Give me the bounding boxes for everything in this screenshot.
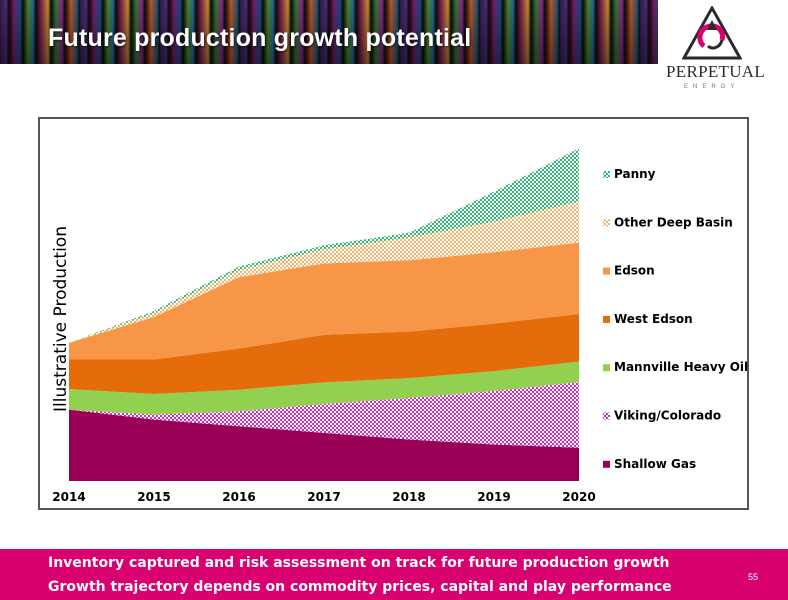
- legend-item-west-edson: West Edson: [603, 312, 693, 326]
- legend-label: Viking/Colorado: [614, 409, 721, 423]
- legend-label: Mannville Heavy Oil: [614, 360, 747, 374]
- legend-label: Shallow Gas: [614, 457, 696, 471]
- footer-line-1: Inventory captured and risk assessment o…: [48, 555, 670, 571]
- legend-item-other-deep-basin: Other Deep Basin: [603, 215, 733, 229]
- area-series-edson: [69, 242, 579, 360]
- x-tick-label: 2019: [477, 490, 510, 504]
- legend-swatch: [603, 364, 610, 372]
- x-tick-label: 2016: [222, 490, 255, 504]
- legend-label: Panny: [614, 167, 656, 181]
- header-stripes-decoration: [0, 0, 788, 64]
- legend-swatch: [603, 267, 610, 275]
- legend-label: Edson: [614, 264, 655, 278]
- perpetual-logo-icon: [682, 6, 742, 60]
- area-series-viking-colorado: [69, 382, 579, 448]
- logo-name: PERPETUAL: [666, 62, 766, 81]
- legend-swatch: [603, 412, 610, 420]
- x-tick-label: 2017: [307, 490, 340, 504]
- x-tick-label: 2014: [52, 490, 85, 504]
- legend-swatch: [603, 171, 610, 178]
- x-tick-label: 2018: [392, 490, 425, 504]
- header-banner: Future production growth potential: [0, 0, 788, 64]
- legend-swatch: [603, 219, 610, 227]
- area-series-mannville-heavy-oil: [69, 361, 579, 415]
- legend-label: West Edson: [614, 312, 693, 326]
- x-tick-label: 2020: [562, 490, 595, 504]
- logo-subtitle: ENERGY: [684, 84, 740, 90]
- area-series-panny: [69, 148, 579, 343]
- legend-item-edson: Edson: [603, 264, 655, 278]
- chart-frame: 2014 2015 2016 2017 2018 2019 2020 Panny Other …: [38, 117, 749, 510]
- legend-swatch: [603, 460, 610, 468]
- header-shade: [0, 0, 788, 64]
- footer-line-2: Growth trajectory depends on commodity p…: [48, 579, 672, 595]
- area-series-west-edson: [69, 314, 579, 394]
- legend-label: Other Deep Basin: [614, 215, 733, 229]
- legend-item-panny: Panny: [603, 167, 656, 181]
- company-logo: PERPETUAL ENERGY: [658, 0, 788, 98]
- legend-item-shallow-gas: Shallow Gas: [603, 457, 696, 471]
- footer-bar: Inventory captured and risk assessment o…: [0, 549, 788, 600]
- legend-swatch: [603, 315, 610, 323]
- legend-item-viking-colorado: Viking/Colorado: [603, 409, 721, 423]
- stacked-area-chart: 2014 2015 2016 2017 2018 2019 2020 Panny Other …: [51, 148, 747, 504]
- area-series-other-deep-basin: [69, 201, 579, 343]
- area-series-shallow-gas: [69, 409, 579, 481]
- y-axis-label: Illustrative Production: [51, 226, 71, 412]
- x-tick-label: 2015: [137, 490, 170, 504]
- page-number: 55: [748, 572, 759, 582]
- page-title: Future production growth potential: [48, 24, 472, 52]
- legend-item-mannville-heavy-oil: Mannville Heavy Oil: [603, 360, 747, 374]
